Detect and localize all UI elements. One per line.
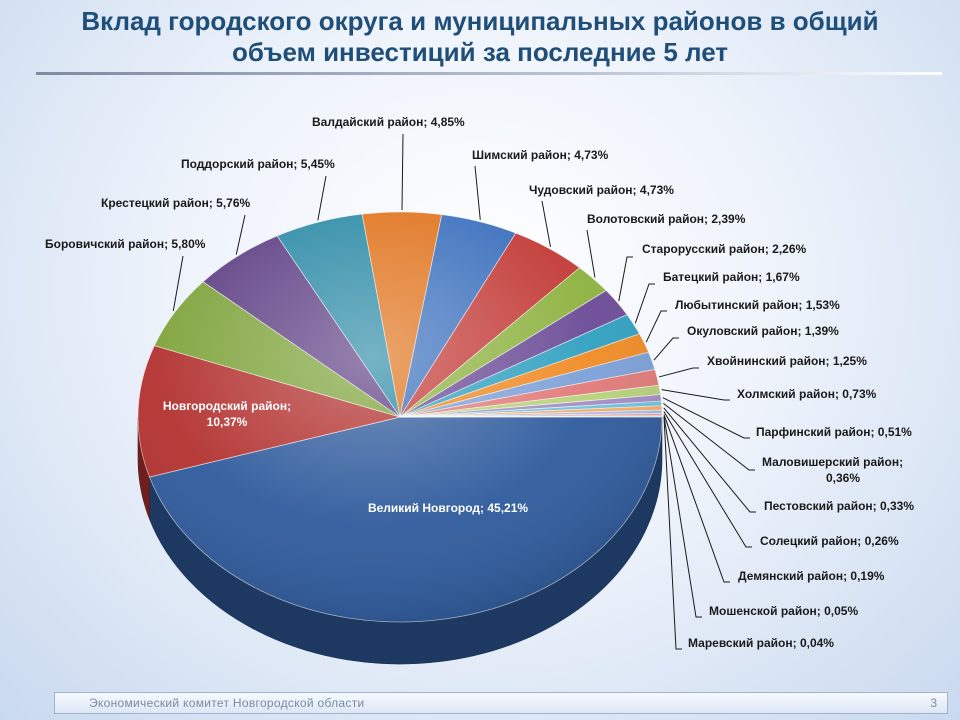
data-label-3: Крестецкий район; 5,76% <box>101 196 251 210</box>
data-label-0: Великий Новгород; 45,21% <box>368 501 528 515</box>
footer-org: Экономический комитет Новгородской облас… <box>89 696 365 710</box>
leader-line-2 <box>172 255 184 312</box>
data-label-12: Окуловский район; 1,39% <box>687 324 839 338</box>
data-label-14: Холмский район; 0,73% <box>737 387 877 401</box>
pie-chart: Великий Новгород; 45,21% Новгородский рай… <box>45 115 914 665</box>
data-value-16: 0,36% <box>826 471 860 485</box>
page-title: Вклад городского округа и муниципальных … <box>0 6 960 68</box>
leader-line-19 <box>663 414 730 583</box>
leader-line-11 <box>645 310 667 343</box>
leader-line-15 <box>662 397 750 439</box>
data-label-21: Маревский район; 0,04% <box>688 636 834 650</box>
title-line-2: объем инвестиций за последние 5 лет <box>231 37 729 67</box>
data-label-16: Маловишерский район; <box>762 455 903 469</box>
data-label-9: Старорусский район; 2,26% <box>642 242 807 256</box>
leader-line-13 <box>658 367 699 378</box>
leader-line-14 <box>661 389 730 401</box>
data-label-18: Солецкий район; 0,26% <box>760 534 899 548</box>
data-label-2: Боровичский район; 5,80% <box>45 237 206 251</box>
leader-line-21 <box>663 416 682 650</box>
leader-line-8 <box>586 229 596 278</box>
leader-line-18 <box>663 411 752 548</box>
title-line-1: Вклад городского округа и муниципальных … <box>81 6 879 36</box>
leader-line-3 <box>235 214 246 255</box>
data-label-11: Любытинский район; 1,53% <box>675 298 840 312</box>
leader-line-9 <box>618 256 633 302</box>
data-label-4: Поддорский район; 5,45% <box>181 157 335 171</box>
leader-line-10 <box>634 283 655 324</box>
leader-line-7 <box>541 200 551 248</box>
pie-slice-21 <box>399 416 663 418</box>
data-label-5: Валдайский район; 4,85% <box>312 115 465 129</box>
data-value-1: 10,37% <box>207 415 248 429</box>
leader-line-4 <box>317 175 327 221</box>
leader-line-12 <box>653 337 679 361</box>
pie-labels: Великий Новгород; 45,21% Новгородский рай… <box>45 115 914 650</box>
title-divider <box>36 72 942 75</box>
leader-line-6 <box>474 165 481 220</box>
leader-line-20 <box>663 416 702 618</box>
leader-line-17 <box>663 407 756 513</box>
data-label-7: Чудовский район; 4,73% <box>529 183 674 197</box>
data-label-13: Хвойнинский район; 1,25% <box>707 354 867 368</box>
page-number: 3 <box>930 696 937 710</box>
data-label-20: Мошенской район; 0,05% <box>709 604 858 618</box>
data-label-19: Демянский район; 0,19% <box>738 569 885 583</box>
pie-leaders <box>172 133 756 650</box>
leader-line-16 <box>663 402 755 471</box>
data-label-17: Пестовский район; 0,33% <box>764 499 914 513</box>
footer-bar: Экономический комитет Новгородской облас… <box>54 692 948 714</box>
data-label-10: Батецкий район; 1,67% <box>663 270 800 284</box>
data-label-6: Шимский район; 4,73% <box>472 148 609 162</box>
data-label-8: Волотовский район; 2,39% <box>587 212 746 226</box>
data-label-1: Новгородский район; <box>163 399 291 413</box>
data-label-15: Парфинский район; 0,51% <box>756 425 912 439</box>
leader-line-5 <box>401 133 404 211</box>
